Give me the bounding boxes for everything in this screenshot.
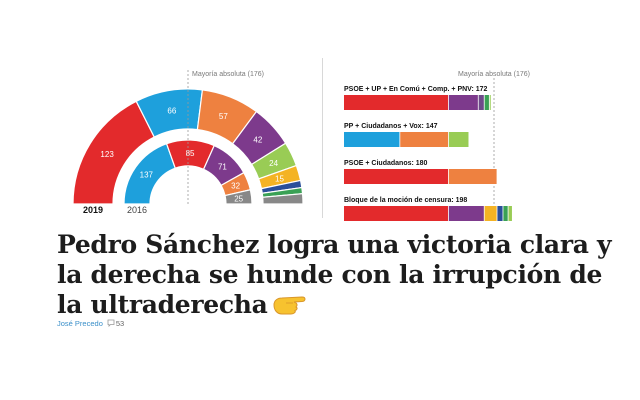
coalition-bar-4-pnv: [503, 206, 508, 221]
article-byline: José Precedo 53: [57, 319, 124, 329]
coalition-bar-4-psoe: [344, 206, 449, 221]
chart-divider: [322, 58, 323, 218]
coalition-bar-1-psoe: [344, 95, 449, 110]
speech-bubble-icon[interactable]: [107, 319, 115, 329]
seat-label-2019-psoe: 123: [100, 150, 114, 159]
author-link[interactable]: José Precedo: [57, 319, 103, 328]
seat-label-2016-cs: 32: [231, 182, 240, 191]
seat-arc-2016-otros: [224, 189, 253, 205]
coalition-bar-4-erc: [484, 206, 497, 221]
coalition-label-3: PSOE + Ciudadanos: 180: [344, 160, 428, 167]
coalition-bar-3-psoe: [344, 169, 449, 184]
seat-label-2019-pp: 66: [167, 106, 176, 115]
seat-label-2019-vox: 24: [269, 159, 278, 168]
seat-label-2019-erc: 15: [275, 174, 284, 183]
coalition-bar-chart: Mayoría absoluta (176) PSOE + UP + En Com…: [344, 71, 530, 221]
year-label-2019: 2019: [83, 205, 103, 215]
coalition-bar-2-vox: [448, 132, 469, 147]
coalition-bar-4-vox: [508, 206, 512, 221]
bar-majority-label: Mayoría absoluta (176): [458, 71, 530, 78]
backhand-index-pointing-right-icon: [272, 291, 314, 322]
seat-label-2016-up: 71: [218, 162, 227, 171]
seat-label-2016-psoe: 85: [186, 149, 195, 158]
coalition-bar-1-ecp: [478, 95, 484, 110]
seat-label-2019-up: 42: [253, 136, 262, 145]
seat-arc-2019-otros: [262, 193, 304, 205]
majority-label: Mayoría absoluta (176): [192, 71, 264, 78]
comment-count[interactable]: 53: [115, 319, 125, 328]
coalition-bar-4-jxcat: [497, 206, 503, 221]
coalition-label-2: PP + Ciudadanos + Vox: 147: [344, 123, 438, 130]
coalition-bar-4-up: [448, 206, 484, 221]
coalition-bar-1-pnv: [484, 95, 489, 110]
coalition-label-4: Bloque de la moción de censura: 198: [344, 197, 467, 204]
coalition-bar-3-cs: [448, 169, 497, 184]
headline-text[interactable]: Pedro Sánchez logra una victoria clara y…: [57, 230, 612, 319]
article-headline[interactable]: Pedro Sánchez logra una victoria clara y…: [57, 230, 617, 322]
coalition-bar-2-cs: [400, 132, 449, 147]
year-label-2016: 2016: [127, 205, 147, 215]
coalition-bar-1-up: [448, 95, 478, 110]
coalition-bar-2-pp: [344, 132, 400, 147]
seat-label-2016-otros: 25: [234, 194, 243, 203]
coalition-bar-1-vox: [489, 95, 491, 110]
seat-label-2019-cs: 57: [219, 112, 228, 121]
coalition-label-1: PSOE + UP + En Comú + Comp. + PNV: 172: [344, 86, 488, 93]
seat-label-2016-pp: 137: [140, 171, 154, 180]
hemicycle-chart: 123 66 57 42 24 15 2019 137 85 71 32 25 2016 Mayoría …: [72, 70, 304, 215]
